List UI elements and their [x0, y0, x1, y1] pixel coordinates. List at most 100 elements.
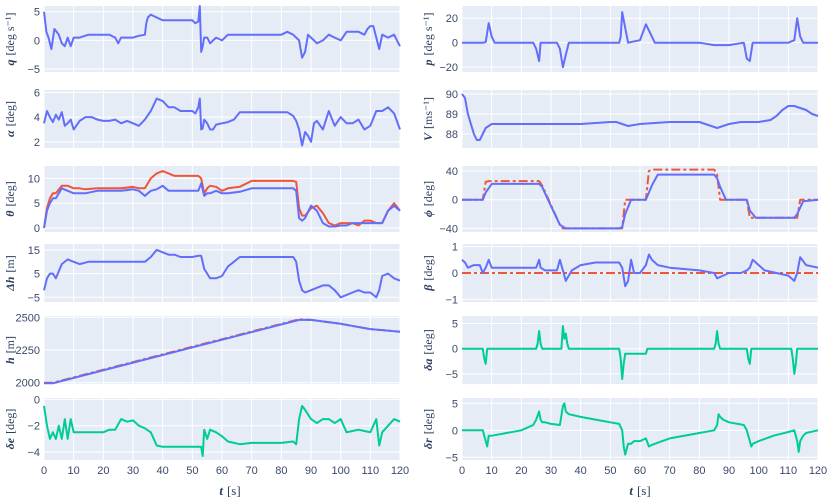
y-tick-label: 5	[34, 198, 40, 210]
x-axis-title-right: t [s]	[629, 483, 650, 498]
y-tick-label: 6	[34, 87, 40, 99]
panel-de: −4 −2 0 0 10 20 30 40 50 60 70 80 90 100 110 120 δe[deg]	[3, 394, 409, 477]
x-tick-label: 120	[391, 465, 409, 477]
series-q	[43, 5, 401, 59]
series-dh	[43, 248, 401, 299]
series-delta_e	[43, 404, 401, 457]
x-axis-title-left: t [s]	[219, 483, 240, 498]
y-tick-label: −5	[27, 292, 40, 304]
y-tick-label: 5	[34, 269, 40, 281]
x-tick-label: 30	[127, 465, 139, 477]
y-tick-label: −1	[445, 294, 458, 306]
y-tick-label: 20	[446, 13, 458, 25]
y-tick-label: 1	[452, 242, 458, 254]
y-axis-title: V[ms⁻¹]	[421, 97, 435, 141]
y-tick-label: −2	[27, 421, 40, 433]
x-tick-label: 100	[331, 465, 349, 477]
series-p	[462, 11, 818, 69]
panel-phi: −40 0 40 ϕ[deg]	[421, 166, 819, 235]
x-tick-label: 60	[634, 465, 646, 477]
x-tick-label: 0	[459, 465, 465, 477]
series-delta_r	[462, 402, 819, 456]
x-tick-label: 110	[362, 465, 380, 477]
x-tick-label: 10	[68, 465, 80, 477]
y-axis-title: ϕ[deg]	[421, 181, 435, 217]
y-tick-label: 5	[452, 319, 458, 331]
x-tick-label: 30	[545, 465, 557, 477]
panel-alpha: 2 4 6 α[deg]	[3, 87, 401, 149]
y-axis-title: p[deg s⁻¹]	[421, 13, 435, 67]
y-axis-title: α[deg]	[3, 101, 17, 137]
x-tick-label: 70	[246, 465, 258, 477]
y-tick-label: 0	[34, 35, 40, 47]
series-delta_a	[462, 325, 818, 380]
y-tick-label: 0	[452, 195, 458, 207]
y-tick-label: 10	[28, 173, 40, 185]
y-axis-title: β[deg]	[421, 255, 435, 291]
panel-dh: −5 5 15 Δh[m]	[3, 244, 401, 304]
y-tick-label: 0	[34, 223, 40, 235]
panel-theta: 0 5 10 θ[deg]	[3, 166, 401, 235]
panel-q: −5 0 5 q[deg s⁻¹]	[3, 5, 401, 76]
y-axis-title: q[deg s⁻¹]	[3, 13, 17, 66]
series-h	[44, 318, 401, 385]
y-tick-label: 0	[452, 425, 458, 437]
y-tick-label: 90	[446, 89, 458, 101]
x-tick-label: 110	[780, 465, 798, 477]
y-axis-title: δr[deg]	[421, 409, 435, 449]
series-theta_ref	[43, 170, 401, 229]
x-tick-label: 20	[515, 465, 527, 477]
x-tick-label: 70	[664, 465, 676, 477]
y-tick-label: 2	[34, 137, 40, 149]
y-tick-label: 2500	[16, 312, 40, 324]
x-tick-label: 10	[486, 465, 498, 477]
y-tick-label: 88	[446, 129, 458, 141]
panel-h: 2000 2250 2500 h[m]	[3, 312, 401, 390]
y-axis-title: δa[deg]	[421, 329, 435, 370]
y-axis-title: h[m]	[3, 336, 17, 364]
series-V	[461, 93, 819, 141]
y-axis-title: θ[deg]	[3, 181, 17, 217]
series-phi	[462, 173, 819, 230]
panel-beta: −1 0 1 β[deg]	[421, 242, 819, 306]
y-tick-label: −20	[439, 62, 458, 74]
x-tick-label: 50	[604, 465, 616, 477]
x-tick-label: 100	[749, 465, 767, 477]
y-axis-title: Δh[m]	[3, 255, 17, 292]
panel-p: −20 0 20 p[deg s⁻¹]	[421, 6, 819, 74]
series-beta	[461, 253, 819, 288]
x-tick-label: 90	[723, 465, 735, 477]
y-tick-label: −5	[445, 369, 458, 381]
x-tick-label: 50	[186, 465, 198, 477]
y-tick-label: 15	[28, 245, 40, 257]
y-tick-label: 0	[452, 344, 458, 356]
y-tick-label: 2250	[16, 345, 40, 357]
y-tick-label: 40	[446, 166, 458, 178]
x-tick-label: 20	[97, 465, 109, 477]
y-tick-label: −40	[439, 223, 458, 235]
y-tick-label: 4	[34, 112, 40, 124]
y-tick-label: 5	[34, 7, 40, 19]
x-tick-label: 90	[305, 465, 317, 477]
y-tick-label: 89	[446, 109, 458, 121]
x-tick-label: 0	[41, 465, 47, 477]
y-tick-label: −5	[27, 64, 40, 76]
series-alpha	[43, 97, 401, 147]
x-tick-label: 120	[809, 465, 827, 477]
x-tick-label: 40	[575, 465, 587, 477]
y-tick-label: 5	[452, 398, 458, 410]
y-tick-label: 2000	[16, 378, 40, 390]
y-axis-title: δe[deg]	[3, 409, 17, 450]
y-tick-label: −5	[445, 452, 458, 464]
y-tick-label: 0	[452, 38, 458, 50]
y-tick-label: 0	[452, 268, 458, 280]
panel-V: 88 89 90 V[ms⁻¹]	[421, 89, 819, 148]
y-tick-label: −4	[27, 447, 40, 459]
x-tick-label: 80	[275, 465, 287, 477]
y-tick-label: 0	[34, 394, 40, 406]
series-theta	[43, 182, 401, 229]
panel-da: −5 0 5 δa[deg]	[421, 316, 819, 384]
x-tick-label: 80	[693, 465, 705, 477]
